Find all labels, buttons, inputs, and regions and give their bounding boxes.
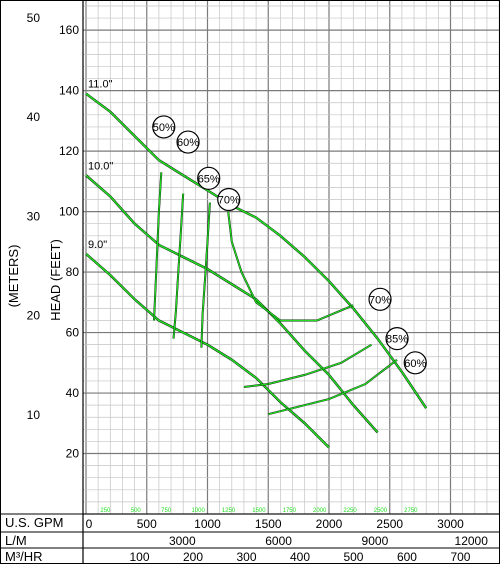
meters-tick-label: 30 — [27, 209, 41, 223]
m3hr-tick-label: 500 — [343, 550, 363, 564]
meters-tick-label: 40 — [27, 110, 41, 124]
lpm-axis-title: L/M — [5, 533, 27, 548]
gpm-tick-label: 2500 — [376, 517, 403, 531]
meters-tick-label: 10 — [27, 408, 41, 422]
series-label: 11.0" — [88, 79, 113, 91]
efficiency-curves — [153, 172, 398, 416]
efficiency-marker — [385, 327, 409, 351]
efficiency-curve — [200, 202, 211, 348]
faint-axis-labels: 250 500 750 1000 1250 1500 1750 2000 2250 2500 275… — [100, 508, 418, 514]
lpm-tick-label: 3000 — [169, 534, 196, 548]
meters-tick-label: 50 — [27, 11, 41, 25]
m3hr-tick-label: 700 — [450, 550, 470, 564]
feet-tick-label: 80 — [66, 265, 80, 279]
faint-tick-label: 1750 — [283, 508, 297, 514]
faint-tick-label: 1000 — [192, 508, 206, 514]
feet-tick-label: 20 — [66, 447, 80, 461]
efficiency-curve — [227, 211, 354, 322]
efficiency-curve — [243, 344, 372, 388]
efficiency-curve — [172, 193, 184, 339]
feet-tick-label: 40 — [66, 386, 80, 400]
efficiency-marker-label: 70% — [369, 294, 391, 306]
faint-tick-label: 1250 — [222, 508, 236, 514]
efficiency-marker-label: 60% — [177, 137, 199, 149]
efficiency-marker — [403, 351, 427, 375]
faint-tick-label: 250 — [100, 508, 111, 514]
faint-tick-label: 2000 — [313, 508, 327, 514]
faint-tick-label: 2250 — [343, 508, 357, 514]
meters-tick-label: 20 — [27, 309, 41, 323]
efficiency-marker — [197, 166, 221, 190]
efficiency-marker-label: 70% — [218, 195, 240, 207]
gpm-axis-title: U.S. GPM — [5, 515, 64, 530]
feet-axis-title: HEAD (FEET) — [48, 239, 63, 321]
gpm-tick-label: 500 — [137, 517, 157, 531]
efficiency-marker — [152, 115, 176, 139]
head-curve — [85, 174, 379, 433]
m3hr-tick-label: 300 — [236, 550, 256, 564]
efficiency-marker — [176, 130, 200, 154]
efficiency-marker-label: 50% — [153, 122, 175, 134]
head-curve — [85, 93, 427, 409]
faint-tick-label: 500 — [131, 508, 142, 514]
gpm-tick-label: 2000 — [316, 517, 343, 531]
lpm-tick-label: 6000 — [265, 534, 292, 548]
feet-tick-label: 60 — [66, 326, 80, 340]
faint-tick-label: 1500 — [252, 508, 266, 514]
gpm-tick-label: 1500 — [255, 517, 282, 531]
lpm-tick-label: 9000 — [362, 534, 389, 548]
gpm-tick-label: 1000 — [194, 517, 221, 531]
series-labels: 11.0" 10.0" 9.0" — [88, 79, 113, 251]
faint-tick-label: 2750 — [404, 508, 418, 514]
gpm-tick-label: 0 — [86, 517, 93, 531]
efficiency-curve — [153, 172, 162, 321]
faint-tick-label: 2500 — [374, 508, 388, 514]
efficiency-markers: 50%60%65%70%70%85%60% — [152, 115, 427, 375]
feet-tick-label: 120 — [59, 144, 79, 158]
efficiency-marker — [217, 187, 241, 212]
faint-tick-label: 750 — [161, 508, 172, 514]
feet-tick-label: 140 — [59, 84, 79, 98]
m3hr-tick-label: 400 — [290, 550, 310, 564]
efficiency-curve — [268, 359, 398, 415]
m3hr-tick-label: 200 — [183, 550, 203, 564]
m3hr-axis-title: M³/HR — [5, 549, 43, 564]
efficiency-marker — [368, 287, 392, 311]
feet-tick-label: 100 — [59, 205, 79, 219]
m3hr-tick-label: 600 — [397, 550, 417, 564]
series-label: 10.0" — [88, 160, 113, 172]
gpm-tick-label: 3000 — [437, 517, 464, 531]
m3hr-tick-label: 100 — [129, 550, 149, 564]
meters-axis-title: (METERS) — [6, 245, 21, 308]
series-label: 9.0" — [88, 239, 107, 251]
efficiency-marker-label: 65% — [198, 173, 220, 185]
lpm-tick-label: 12000 — [455, 534, 489, 548]
efficiency-marker-label: 60% — [404, 358, 426, 370]
efficiency-marker-label: 85% — [386, 334, 408, 346]
feet-tick-label: 160 — [59, 23, 79, 37]
